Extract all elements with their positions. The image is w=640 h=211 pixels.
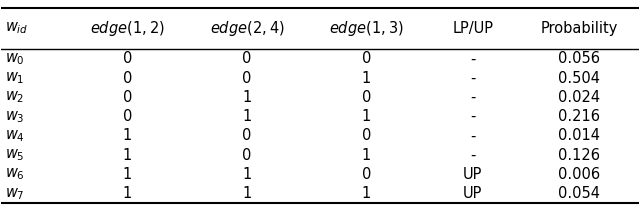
Text: -: - [470, 109, 476, 124]
Text: 0: 0 [243, 128, 252, 143]
Text: 0: 0 [362, 90, 371, 105]
Text: 0: 0 [123, 71, 132, 86]
Text: 0.504: 0.504 [558, 71, 600, 86]
Text: 0: 0 [362, 167, 371, 182]
Text: $w_7$: $w_7$ [4, 186, 24, 202]
Text: $w_1$: $w_1$ [4, 70, 24, 86]
Text: 0.126: 0.126 [558, 148, 600, 163]
Text: -: - [470, 71, 476, 86]
Text: 1: 1 [123, 128, 132, 143]
Text: $edge(1,2)$: $edge(1,2)$ [90, 19, 165, 38]
Text: -: - [470, 51, 476, 66]
Text: 1: 1 [123, 186, 132, 201]
Text: 0: 0 [123, 109, 132, 124]
Text: $edge(1,3)$: $edge(1,3)$ [329, 19, 404, 38]
Text: 0.054: 0.054 [558, 186, 600, 201]
Text: 0.006: 0.006 [558, 167, 600, 182]
Text: 1: 1 [362, 109, 371, 124]
Text: -: - [470, 148, 476, 163]
Text: $w_5$: $w_5$ [4, 147, 24, 163]
Text: 1: 1 [243, 109, 252, 124]
Text: 1: 1 [362, 186, 371, 201]
Text: 0: 0 [243, 51, 252, 66]
Text: 1: 1 [362, 148, 371, 163]
Text: UP: UP [463, 167, 483, 182]
Text: 1: 1 [362, 71, 371, 86]
Text: Probability: Probability [540, 21, 618, 36]
Text: $w_4$: $w_4$ [4, 128, 24, 144]
Text: 1: 1 [243, 186, 252, 201]
Text: 1: 1 [123, 167, 132, 182]
Text: -: - [470, 128, 476, 143]
Text: 0.056: 0.056 [558, 51, 600, 66]
Text: 0.216: 0.216 [558, 109, 600, 124]
Text: 0.014: 0.014 [558, 128, 600, 143]
Text: LP/UP: LP/UP [452, 21, 493, 36]
Text: 0: 0 [362, 128, 371, 143]
Text: $w_{id}$: $w_{id}$ [4, 21, 28, 36]
Text: 1: 1 [123, 148, 132, 163]
Text: $w_2$: $w_2$ [4, 90, 24, 105]
Text: 0: 0 [123, 51, 132, 66]
Text: $edge(2,4)$: $edge(2,4)$ [210, 19, 284, 38]
Text: UP: UP [463, 186, 483, 201]
Text: $w_3$: $w_3$ [4, 109, 24, 124]
Text: 0: 0 [123, 90, 132, 105]
Text: -: - [470, 90, 476, 105]
Text: 0: 0 [243, 148, 252, 163]
Text: 0: 0 [243, 71, 252, 86]
Text: 1: 1 [243, 167, 252, 182]
Text: $w_6$: $w_6$ [4, 167, 24, 182]
Text: 1: 1 [243, 90, 252, 105]
Text: $w_0$: $w_0$ [4, 51, 24, 67]
Text: 0: 0 [362, 51, 371, 66]
Text: 0.024: 0.024 [558, 90, 600, 105]
